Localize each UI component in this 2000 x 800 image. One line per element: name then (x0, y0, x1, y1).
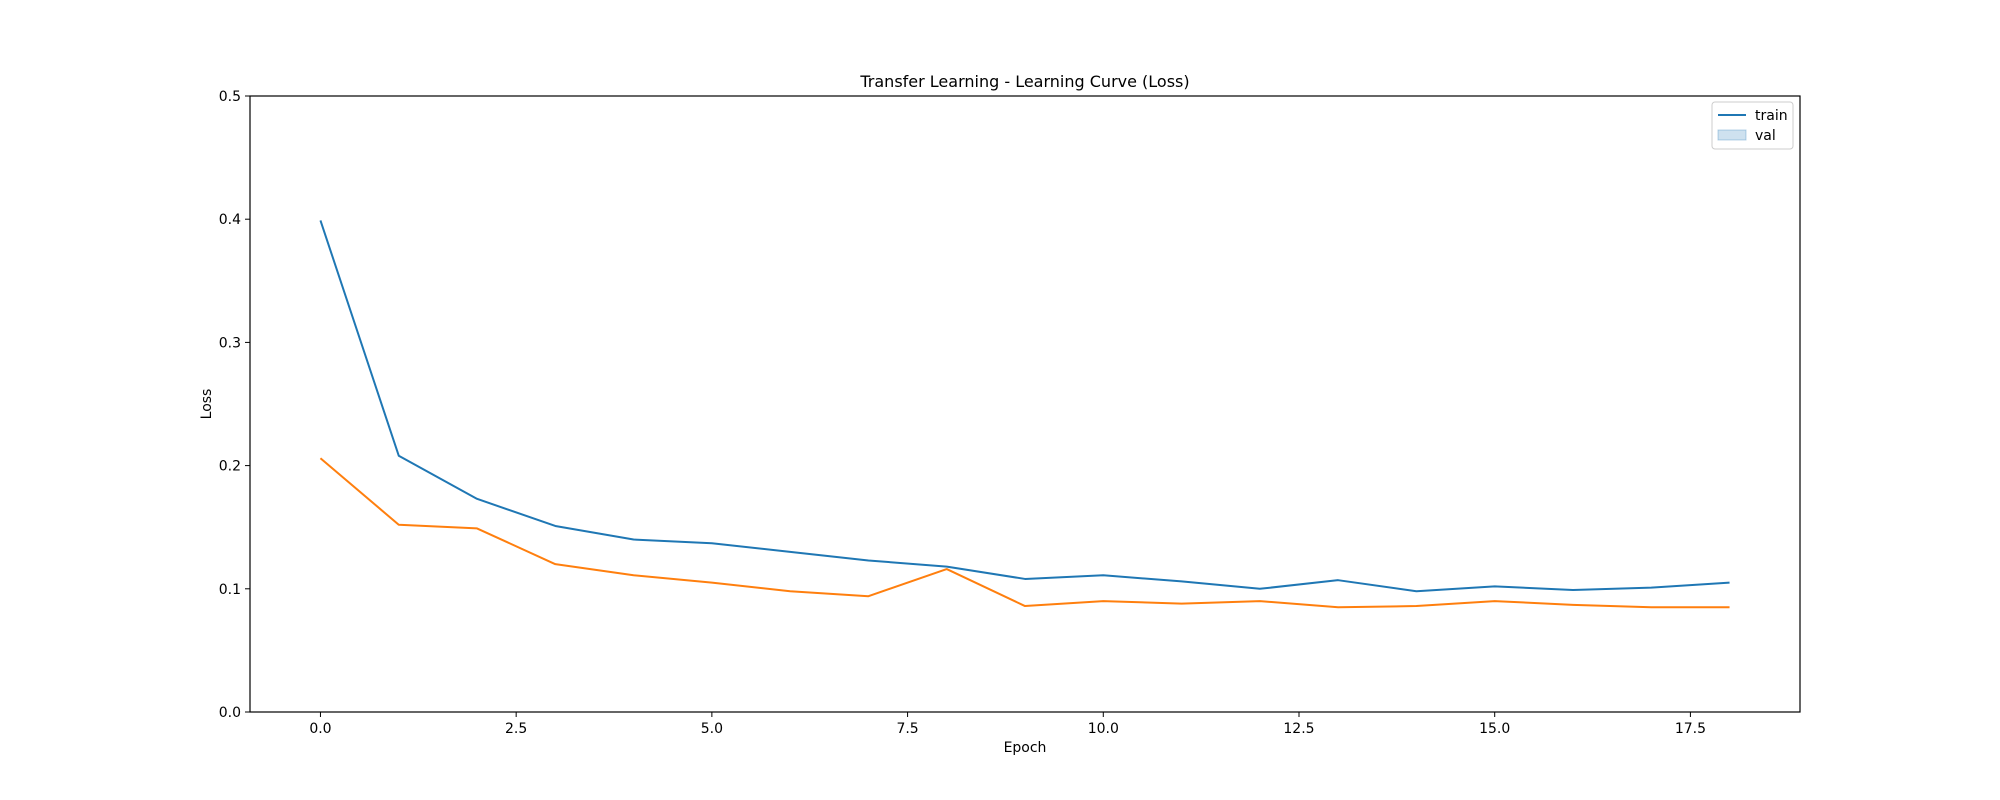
axes-frame (249, 95, 1801, 713)
y-tick-label: 0.0 (219, 705, 241, 721)
y-axis-label: Loss (199, 389, 215, 420)
x-tick-label: 12.5 (1283, 721, 1314, 737)
y-tick-label: 0.2 (219, 459, 241, 475)
y-tick-label: 0.4 (219, 212, 241, 228)
y-tick-label: 0.3 (219, 335, 241, 351)
legend-box (1711, 101, 1794, 150)
x-axis-ticks: 0.0 2.5 5.0 7.5 10.0 12.5 15.0 17.5 (309, 712, 1706, 737)
plot-area (249, 95, 1801, 713)
x-axis-label: Epoch (1004, 740, 1047, 756)
y-tick-label: 0.5 (219, 89, 241, 105)
x-tick-label: 7.5 (896, 721, 918, 737)
series-line-val (319, 457, 1730, 609)
x-tick-label: 15.0 (1479, 721, 1510, 737)
legend-label-train: train (1755, 108, 1788, 124)
x-tick-label: 2.5 (505, 721, 527, 737)
x-tick-label: 10.0 (1088, 721, 1119, 737)
legend-val-patch-icon (1717, 129, 1747, 141)
y-axis-ticks: 0.0 0.1 0.2 0.3 0.4 0.5 (219, 89, 250, 721)
chart-title: Transfer Learning - Learning Curve (Loss… (859, 72, 1189, 91)
x-tick-label: 17.5 (1675, 721, 1706, 737)
x-tick-label: 5.0 (701, 721, 723, 737)
series-line-train (319, 220, 1730, 593)
y-tick-label: 0.1 (219, 582, 241, 598)
legend-label-val: val (1755, 128, 1776, 144)
legend: train val (1711, 101, 1794, 150)
series-layer (319, 220, 1730, 609)
x-tick-label: 0.0 (309, 721, 331, 737)
